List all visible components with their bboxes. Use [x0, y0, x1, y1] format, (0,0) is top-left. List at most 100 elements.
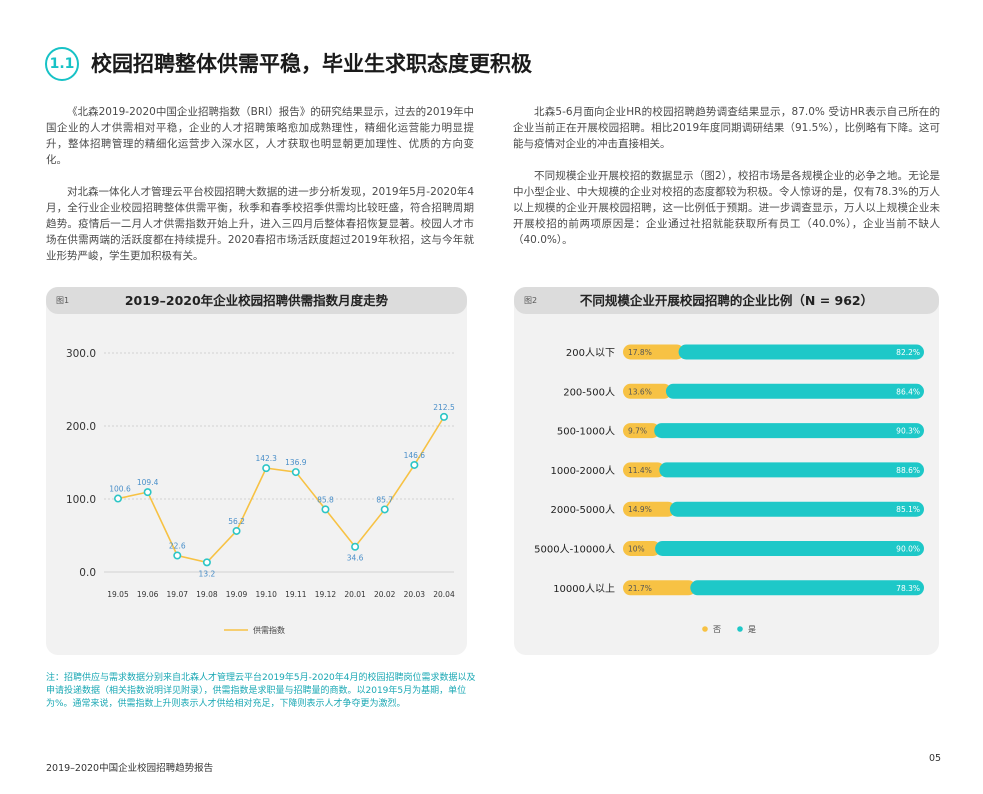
x-tick-label: 20.01: [344, 590, 366, 599]
legend-label: 供需指数: [253, 625, 285, 635]
x-tick-label: 19.11: [285, 590, 307, 599]
x-tick-label: 20.02: [374, 590, 396, 599]
bar-label-no: 21.7%: [628, 584, 652, 593]
bar-label-no: 13.6%: [628, 387, 652, 396]
x-tick-label: 20.04: [433, 590, 455, 599]
bar-segment-no: [623, 344, 685, 360]
category-label: 10000人以上: [553, 583, 615, 595]
category-label: 200人以下: [566, 347, 615, 359]
stacked-bar-chart: 200人以下 17.8% 82.2% 200-500人 13.6% 86.4% 500-10…: [534, 344, 924, 634]
bar-segment-no: [623, 423, 660, 439]
figure2-panel: 图2 不同规模企业开展校园招聘的企业比例（N = 962） 200人以下 17.8…: [514, 287, 939, 655]
body-paragraph: 不同规模企业开展校招的数据显示（图2），校招市场是各规模企业的必争之地。无论是中…: [513, 170, 940, 246]
body-paragraph: 《北森2019-2020中国企业招聘指数（BRI）报告》的研究结果显示，过去的2…: [46, 106, 474, 166]
x-tick-label: 20.03: [404, 590, 426, 599]
x-tick-label: 19.07: [167, 590, 189, 599]
data-point: [321, 505, 330, 514]
data-label: 34.6: [347, 554, 364, 563]
data-point: [262, 464, 271, 473]
data-point: [380, 505, 389, 514]
bar-segment-yes: [659, 462, 924, 478]
footer-report-title: 2019–2020中国企业校园招聘趋势报告: [46, 763, 214, 774]
x-tick-label: 19.08: [196, 590, 218, 599]
data-point: [232, 526, 241, 535]
data-point: [173, 551, 182, 560]
category-label: 2000-5000人: [550, 504, 615, 516]
legend-dot-yes: [737, 626, 743, 632]
bar-label-no: 17.8%: [628, 348, 652, 357]
data-point: [202, 558, 211, 567]
page-number: 05: [929, 753, 942, 764]
y-tick-label: 100.0: [66, 494, 96, 506]
data-point: [410, 460, 419, 469]
figure1-header: 图1 2019–2020年企业校园招聘供需指数月度走势: [46, 287, 467, 314]
legend-label-no: 否: [713, 625, 721, 634]
bar-segment-yes: [665, 383, 924, 399]
x-tick-label: 19.12: [315, 590, 337, 599]
y-tick-label: 300.0: [66, 348, 96, 360]
data-label: 100.6: [109, 485, 131, 494]
section-number: 1.1: [49, 56, 75, 72]
x-tick-label: 19.05: [107, 590, 129, 599]
data-label: 22.6: [169, 542, 186, 551]
data-point: [351, 542, 360, 551]
data-label: 13.2: [199, 569, 216, 578]
data-label: 212.5: [433, 403, 455, 412]
figure1-panel: 图1 2019–2020年企业校园招聘供需指数月度走势 0.0 100.0 200.…: [46, 287, 467, 655]
data-label: 136.9: [285, 458, 307, 467]
data-label: 56.2: [228, 517, 245, 526]
bar-label-yes: 90.3%: [896, 427, 920, 436]
figure2-title: 不同规模企业开展校园招聘的企业比例（N = 962）: [579, 293, 874, 308]
category-label: 1000-2000人: [550, 465, 615, 477]
body-column-right: 北森5-6月面向企业HR的校园招聘趋势调查结果显示，87.0% 受访HR表示自己…: [513, 104, 940, 248]
bar-label-yes: 82.2%: [896, 348, 920, 357]
figure1-title: 2019–2020年企业校园招聘供需指数月度走势: [124, 293, 389, 308]
data-point: [143, 488, 152, 497]
bar-segment-no: [623, 580, 696, 596]
data-label: 85.7: [376, 495, 393, 504]
body-paragraph: 北森5-6月面向企业HR的校园招聘趋势调查结果显示，87.0% 受访HR表示自己…: [513, 106, 940, 150]
data-point: [114, 494, 123, 503]
line-chart: 0.0 100.0 200.0 300.0 19.05 19.06 19.07 19.08 19…: [66, 348, 455, 635]
series-line: [117, 416, 445, 564]
bar-label-yes: 88.6%: [896, 466, 920, 475]
body-paragraph: 对北森一体化人才管理云平台校园招聘大数据的进一步分析发现，2019年5月-202…: [46, 186, 474, 262]
bar-segment-yes: [690, 580, 924, 596]
category-label: 5000人-10000人: [534, 544, 615, 556]
bar-label-yes: 86.4%: [896, 387, 920, 396]
bar-segment-yes: [669, 501, 924, 517]
figure1-tag: 图1: [56, 296, 70, 305]
data-point: [439, 412, 448, 421]
figure-note: 注：招聘供应与需求数据分别来自北森人才管理云平台2019年5月-2020年4月的…: [46, 673, 476, 709]
data-label: 85.8: [317, 495, 334, 504]
x-tick-label: 19.10: [255, 590, 277, 599]
y-tick-label: 200.0: [66, 421, 96, 433]
bar-label-yes: 90.0%: [896, 545, 920, 554]
legend-dot-no: [702, 626, 708, 632]
data-label: 142.3: [255, 454, 277, 463]
bar-label-no: 11.4%: [628, 466, 652, 475]
category-label: 200-500人: [563, 386, 615, 398]
x-tick-label: 19.09: [226, 590, 248, 599]
category-label: 500-1000人: [557, 426, 615, 438]
x-tick-label: 19.06: [137, 590, 159, 599]
figure2-header: 图2 不同规模企业开展校园招聘的企业比例（N = 962）: [514, 287, 939, 314]
bar-label-no: 14.9%: [628, 505, 652, 514]
data-point: [291, 468, 300, 477]
bar-label-yes: 85.1%: [896, 505, 920, 514]
bar-segment-yes: [655, 541, 924, 556]
data-label: 109.4: [137, 478, 159, 487]
bar-segment-no: [623, 383, 672, 399]
bar-segment-no: [623, 541, 661, 556]
bar-label-no: 9.7%: [628, 427, 647, 436]
figure2-tag: 图2: [524, 296, 538, 305]
section-number-badge: 1.1: [45, 47, 79, 81]
legend-label-yes: 是: [748, 625, 756, 634]
bar-segment-yes: [654, 423, 924, 439]
bar-label-yes: 78.3%: [896, 584, 920, 593]
bar-label-no: 10%: [628, 545, 645, 554]
data-label: 146.6: [404, 451, 426, 460]
y-tick-label: 0.0: [79, 567, 96, 579]
section-title: 校园招聘整体供需平稳，毕业生求职态度更积极: [91, 52, 532, 76]
body-column-left: 《北森2019-2020中国企业招聘指数（BRI）报告》的研究结果显示，过去的2…: [46, 104, 474, 264]
